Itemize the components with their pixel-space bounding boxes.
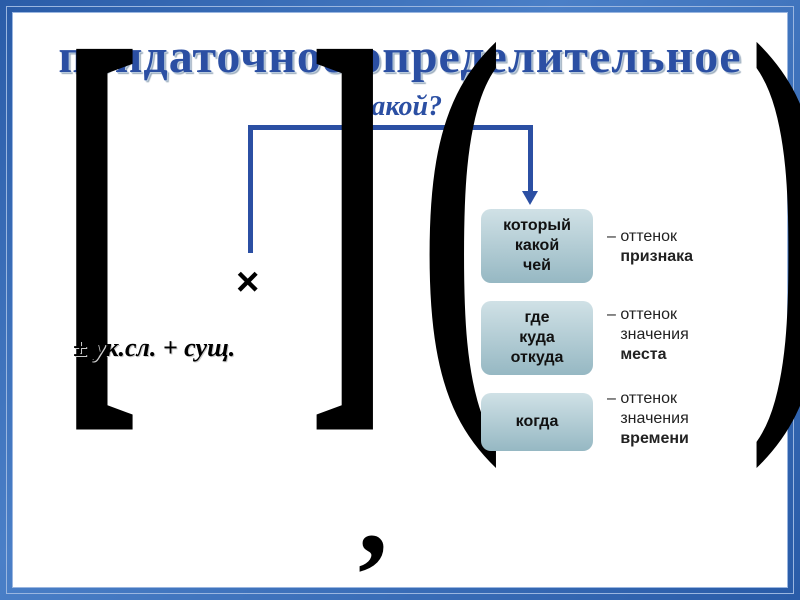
note-2: – оттенок значения места [607,305,689,365]
box2-line3: откуда [511,348,564,368]
box1-line1: который [503,216,571,236]
box2-line2: куда [519,328,555,348]
connector-vertical-left [248,125,253,253]
note2-prefix: – оттенок [607,306,677,323]
box1-line2: какой [515,236,559,256]
outer-frame: придаточное определительное какой? [ ] ×… [0,0,800,600]
note2-bold: места [620,346,666,363]
relative-words-box-2: где куда откуда [481,301,593,375]
box2-line1: где [524,308,549,328]
mid-frame: придаточное определительное какой? [ ] ×… [6,6,794,594]
note1-bold: признака [620,248,693,265]
slide-canvas: придаточное определительное какой? [ ] ×… [12,12,788,588]
left-bracket-close: ] [307,0,391,443]
note3-line2: значения [620,410,688,427]
box3-line1: когда [516,412,559,432]
note3-prefix: – оттенок [607,390,677,407]
right-paren-close: ) [748,0,800,445]
relative-words-box-1: который какой чей [481,209,593,283]
connector-arrowhead-icon [522,191,538,205]
left-bracket-open: [ [57,0,141,443]
connector-vertical-right [528,125,533,191]
x-mark-icon: × [236,260,259,305]
note-3: – оттенок значения времени [607,389,689,449]
note1-prefix: – оттенок [607,228,677,245]
relative-words-box-3: когда [481,393,593,451]
left-clause-label: ± ук.сл. + сущ. [73,333,235,363]
note2-line2: значения [620,326,688,343]
note3-bold: времени [620,430,689,447]
note-1: – оттенок признака [607,227,693,267]
box1-line3: чей [523,256,551,276]
